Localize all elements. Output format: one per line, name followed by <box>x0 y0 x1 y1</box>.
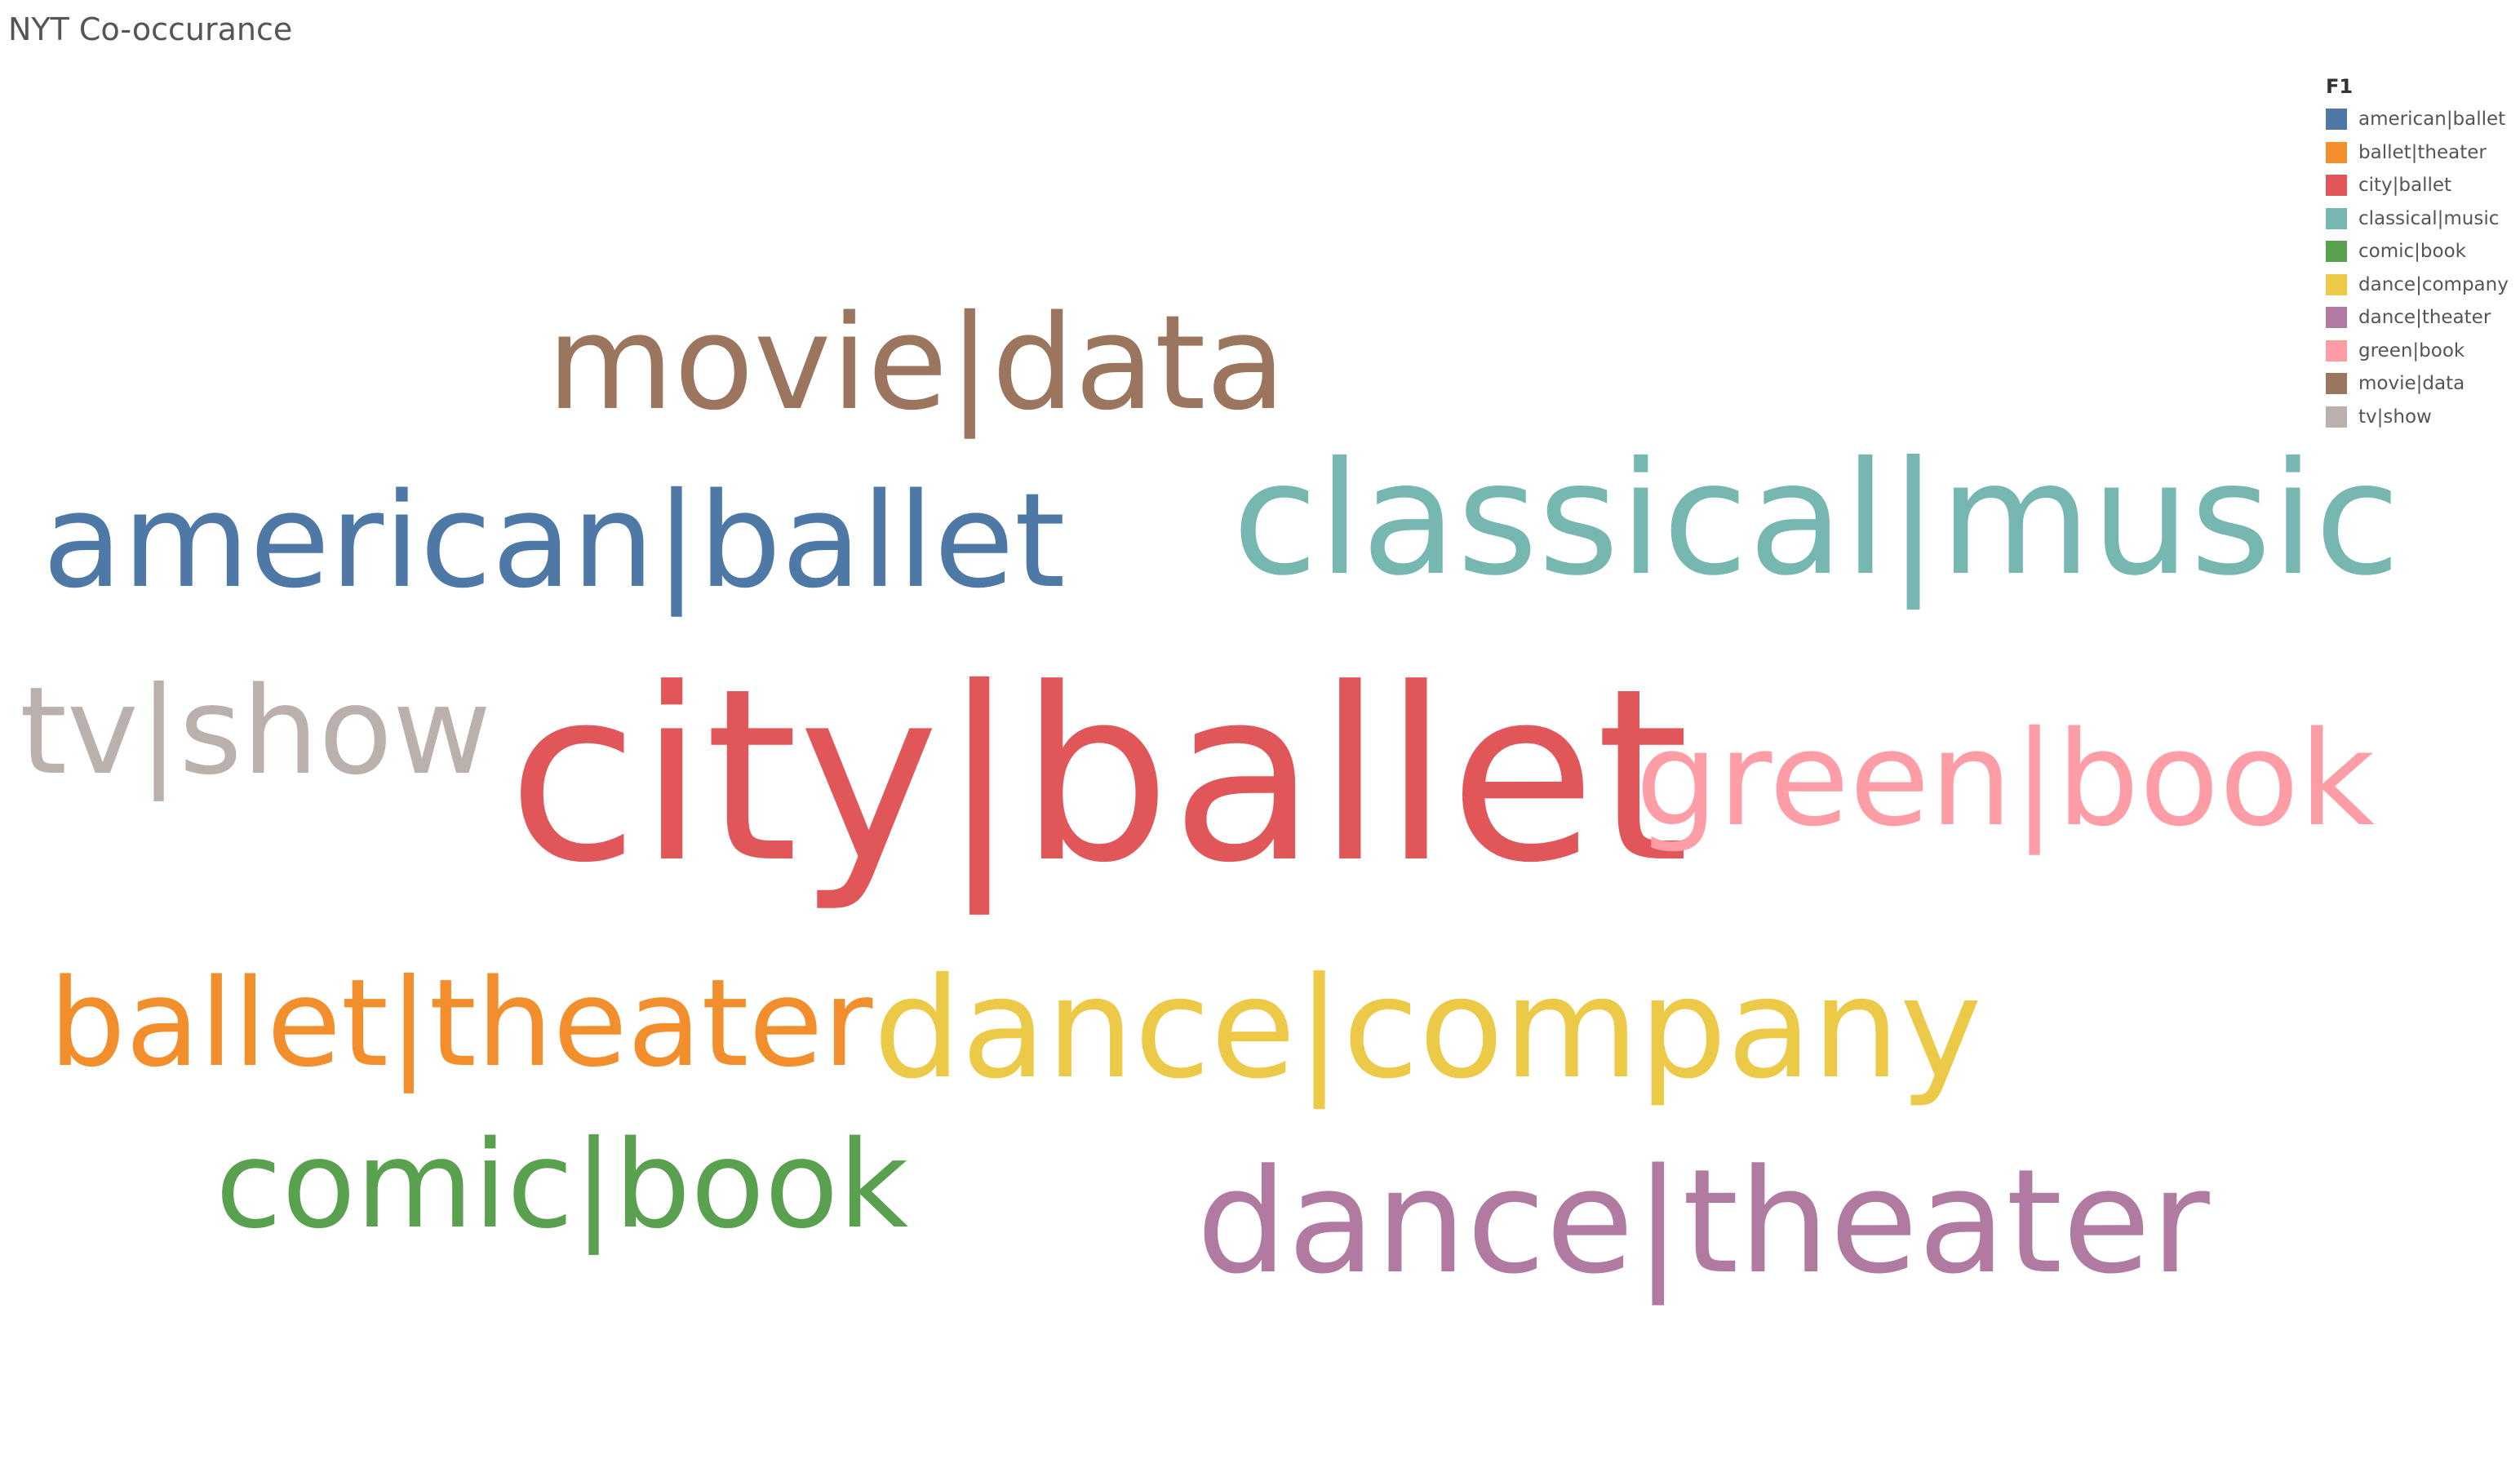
word-green-book[interactable]: green|book <box>1635 703 2376 856</box>
legend-item[interactable]: tv|show <box>2326 401 2509 434</box>
legend-swatch <box>2326 207 2347 229</box>
legend-item[interactable]: ballet|theater <box>2326 136 2509 170</box>
word-tv-show[interactable]: tv|show <box>20 661 491 802</box>
legend-swatch <box>2326 175 2347 197</box>
word-movie-data[interactable]: movie|data <box>547 286 1286 440</box>
word-dance-company[interactable]: dance|company <box>873 947 1982 1110</box>
legend-label: classical|music <box>2358 207 2500 229</box>
legend-label: comic|book <box>2358 241 2466 263</box>
legend-label: green|book <box>2358 339 2465 361</box>
legend-item[interactable]: comic|book <box>2326 235 2509 268</box>
legend-swatch <box>2326 339 2347 361</box>
chart-title: NYT Co-occurance <box>8 11 293 47</box>
legend-item[interactable]: classical|music <box>2326 202 2509 236</box>
legend-item[interactable]: dance|theater <box>2326 301 2509 335</box>
legend-label: dance|theater <box>2358 307 2491 329</box>
word-dance-theater[interactable]: dance|theater <box>1196 1138 2210 1306</box>
legend-label: ballet|theater <box>2358 141 2487 163</box>
legend-item[interactable]: american|ballet <box>2326 103 2509 136</box>
legend-swatch <box>2326 373 2347 395</box>
word-comic-book[interactable]: comic|book <box>215 1115 909 1256</box>
legend-swatch <box>2326 141 2347 163</box>
word-classical-music[interactable]: classical|music <box>1232 429 2401 611</box>
legend-label: american|ballet <box>2358 109 2506 131</box>
legend-label: city|ballet <box>2358 175 2452 197</box>
word-city-ballet[interactable]: city|ballet <box>508 637 1690 916</box>
legend-items: american|ballet ballet|theater city|ballet… <box>2326 103 2509 433</box>
legend-label: movie|data <box>2358 373 2465 395</box>
legend-title: F1 <box>2326 75 2354 98</box>
word-ballet-theater[interactable]: ballet|theater <box>49 953 873 1094</box>
legend-swatch <box>2326 241 2347 263</box>
legend-swatch <box>2326 273 2347 295</box>
legend-swatch <box>2326 109 2347 131</box>
legend: F1 american|ballet ballet|theater city|bal… <box>2326 75 2509 433</box>
legend-item[interactable]: dance|company <box>2326 268 2509 302</box>
legend-swatch <box>2326 307 2347 329</box>
word-american-ballet[interactable]: american|ballet <box>42 464 1066 618</box>
legend-label: dance|company <box>2358 273 2509 295</box>
legend-label: tv|show <box>2358 406 2432 428</box>
legend-item[interactable]: green|book <box>2326 335 2509 368</box>
legend-item[interactable]: movie|data <box>2326 367 2509 401</box>
legend-item[interactable]: city|ballet <box>2326 169 2509 202</box>
legend-swatch <box>2326 406 2347 428</box>
